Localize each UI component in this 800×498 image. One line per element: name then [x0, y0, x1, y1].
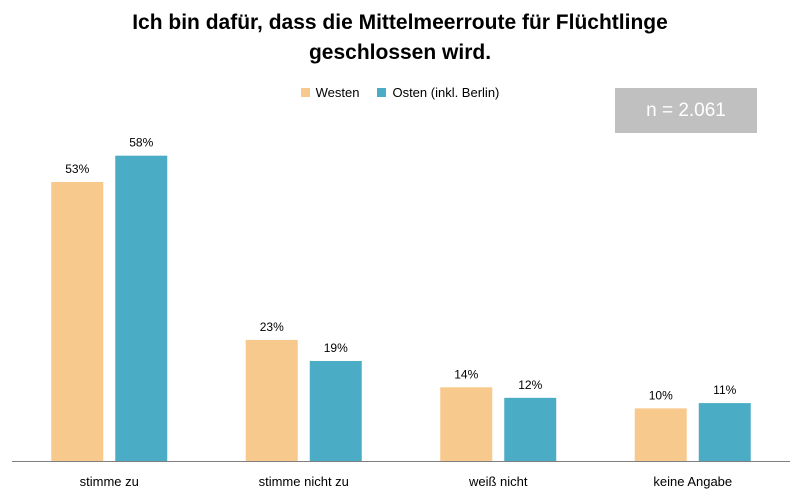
bar-osten-0	[115, 155, 168, 461]
data-label-westen-0: 53%	[65, 162, 89, 176]
data-label-osten-2: 12%	[518, 378, 542, 392]
bar-westen-2	[440, 387, 493, 461]
bar-osten-2	[504, 397, 557, 461]
legend-swatch-westen	[300, 88, 310, 97]
legend-swatch-osten	[377, 88, 387, 97]
category-label-0: stimme zu	[80, 474, 139, 489]
legend-item-westen: Westen	[300, 85, 360, 100]
legend-label-westen: Westen	[315, 85, 360, 100]
data-label-osten-0: 58%	[129, 136, 153, 150]
sample-size-box: n = 2.061	[615, 88, 757, 133]
category-label-1: stimme nicht zu	[259, 474, 349, 489]
category-label-3: keine Angabe	[653, 474, 732, 489]
bar-osten-3	[698, 403, 751, 461]
bar-osten-1	[309, 360, 362, 461]
data-label-westen-3: 10%	[649, 388, 673, 402]
data-label-westen-1: 23%	[260, 320, 284, 334]
bar-westen-0	[51, 182, 104, 461]
category-label-2: weiß nicht	[468, 474, 528, 489]
data-label-osten-3: 11%	[713, 383, 736, 397]
bar-westen-1	[245, 339, 298, 461]
data-label-osten-1: 19%	[324, 341, 348, 355]
legend-item-osten: Osten (inkl. Berlin)	[377, 85, 499, 100]
legend: Westen Osten (inkl. Berlin)	[0, 85, 800, 100]
chart-title: Ich bin dafür, dass die Mittelmeerroute …	[132, 11, 668, 64]
bar-westen-3	[634, 408, 687, 461]
legend-label-osten: Osten (inkl. Berlin)	[392, 85, 500, 100]
data-label-westen-2: 14%	[454, 367, 478, 381]
